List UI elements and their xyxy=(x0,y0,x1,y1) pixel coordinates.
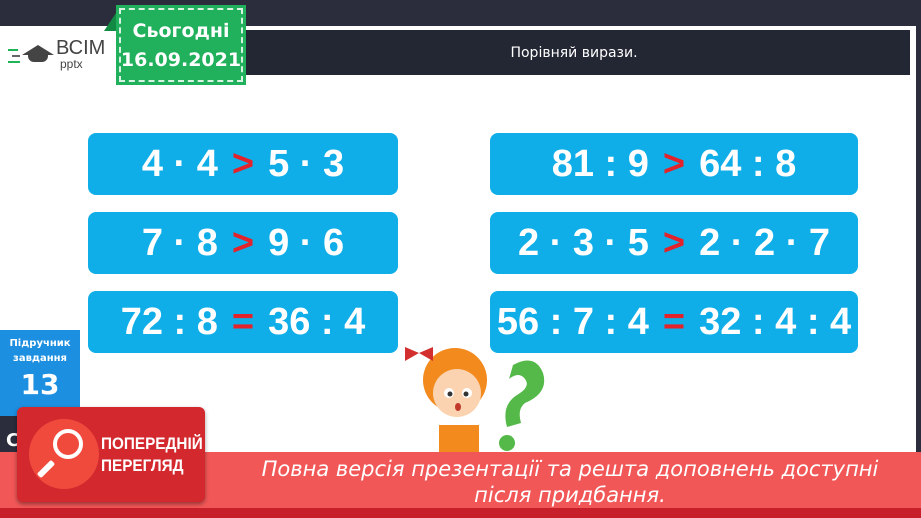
preview-line1: ПОПЕРЕДНІЙ xyxy=(101,434,203,453)
comparison-sign: = xyxy=(662,300,686,343)
expression-left: 81 : 9 xyxy=(551,142,649,185)
girl-question-illustration xyxy=(405,347,545,455)
expression-card: 4 · 4 >5 · 3 xyxy=(88,133,398,195)
comparison-sign: > xyxy=(231,221,255,264)
date-value: 16.09.2021 xyxy=(120,49,242,71)
expression-left: 7 · 8 xyxy=(141,221,218,264)
expression-left: 2 · 3 · 5 xyxy=(517,221,649,264)
date-label: Сьогодні xyxy=(132,20,230,42)
expression-card: 81 : 9 >64 : 8 xyxy=(490,133,858,195)
magnifier-icon xyxy=(29,419,99,489)
slide-title: Порівняй вирази. xyxy=(238,30,910,75)
expression-right: 9 · 6 xyxy=(268,221,345,264)
preview-line2: ПЕРЕГЛЯД xyxy=(101,456,184,475)
logo: ВСІМ pptx xyxy=(8,38,105,70)
expression-left: 4 · 4 xyxy=(141,142,218,185)
comparison-sign: > xyxy=(662,142,686,185)
side-line1: Підручник xyxy=(9,338,71,349)
comparison-sign: = xyxy=(231,300,255,343)
expression-right: 5 · 3 xyxy=(268,142,345,185)
expression-right: 64 : 8 xyxy=(699,142,797,185)
preview-badge[interactable]: ПОПЕРЕДНІЙ ПЕРЕГЛЯД xyxy=(17,407,205,502)
logo-main: ВСІМ xyxy=(56,37,106,59)
expression-right: 36 : 4 xyxy=(268,300,366,343)
expression-card: 7 · 8 >9 · 6 xyxy=(88,212,398,274)
expression-card: 56 : 7 : 4 = 32 : 4 : 4 xyxy=(490,291,858,353)
expression-card: 72 : 8 = 36 : 4 xyxy=(88,291,398,353)
comparison-sign: > xyxy=(662,221,686,264)
banner-bottom-strip xyxy=(0,508,921,518)
expression-left: 56 : 7 : 4 xyxy=(496,300,649,343)
logo-sub: pptx xyxy=(60,57,83,71)
graduation-cap-icon xyxy=(8,43,56,65)
side-line2: завдання xyxy=(13,353,67,364)
expression-left: 72 : 8 xyxy=(120,300,218,343)
expression-right: 2 · 2 · 7 xyxy=(699,221,831,264)
title-text: Порівняй вирази. xyxy=(510,44,638,61)
expression-right: 32 : 4 : 4 xyxy=(699,300,852,343)
textbook-task-badge: Підручник завдання 13 xyxy=(0,330,80,416)
task-number: 13 xyxy=(20,368,60,401)
banner-text: Повна версія презентації та решта доповн… xyxy=(261,457,879,507)
comparison-sign: > xyxy=(231,142,255,185)
expression-card: 2 · 3 · 5 >2 · 2 · 7 xyxy=(490,212,858,274)
date-badge: Сьогодні 16.09.2021 xyxy=(104,5,246,85)
